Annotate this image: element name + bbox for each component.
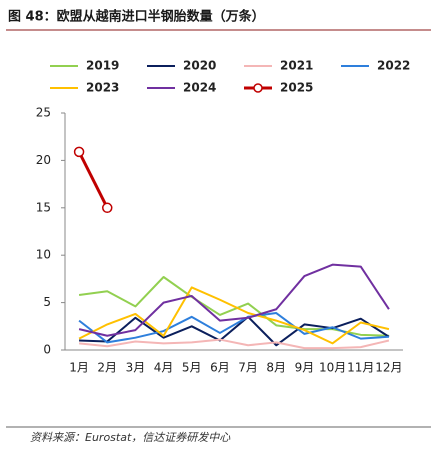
y-tick-label: 5	[43, 295, 51, 309]
y-tick-label: 15	[36, 200, 51, 214]
source: 资料来源：Eurostat，信达证券研发中心	[30, 431, 231, 444]
x-tick-label: 1月	[69, 361, 89, 375]
point-marker	[73, 146, 85, 158]
legend-label: 2022	[377, 59, 410, 73]
legend-label: 2019	[86, 59, 119, 73]
legend-label: 2023	[86, 81, 119, 95]
x-tick-label: 12月	[375, 361, 402, 375]
x-tick-label: 7月	[238, 361, 258, 375]
series-line	[78, 263, 390, 337]
x-tick-label: 3月	[126, 361, 146, 375]
legend-label: 2021	[280, 59, 313, 73]
legend-label: 2025	[280, 81, 313, 95]
y-tick-label: 20	[36, 153, 51, 167]
point-marker	[102, 202, 113, 214]
x-tick-label: 5月	[182, 361, 202, 375]
y-tick-label: 0	[43, 343, 51, 357]
series-line	[78, 286, 390, 345]
x-tick-label: 8月	[266, 361, 286, 375]
x-tick-label: 4月	[154, 361, 174, 375]
legend-marker	[253, 83, 263, 93]
x-tick-label: 2月	[97, 361, 117, 375]
legend-label: 2024	[183, 81, 216, 95]
series-line	[78, 312, 389, 344]
y-tick-label: 25	[36, 106, 51, 120]
chart-title: 图 48：欧盟从越南进口半钢胎数量（万条）	[8, 9, 265, 25]
x-tick-label: 10月	[319, 361, 346, 375]
series-line	[77, 151, 109, 209]
legend-label: 2020	[183, 59, 216, 73]
series-line	[79, 315, 390, 347]
series-line	[78, 338, 390, 350]
y-tick-label: 10	[36, 248, 51, 262]
x-tick-label: 11月	[347, 361, 374, 375]
x-tick-label: 9月	[295, 361, 315, 375]
x-tick-label: 6月	[210, 361, 230, 375]
